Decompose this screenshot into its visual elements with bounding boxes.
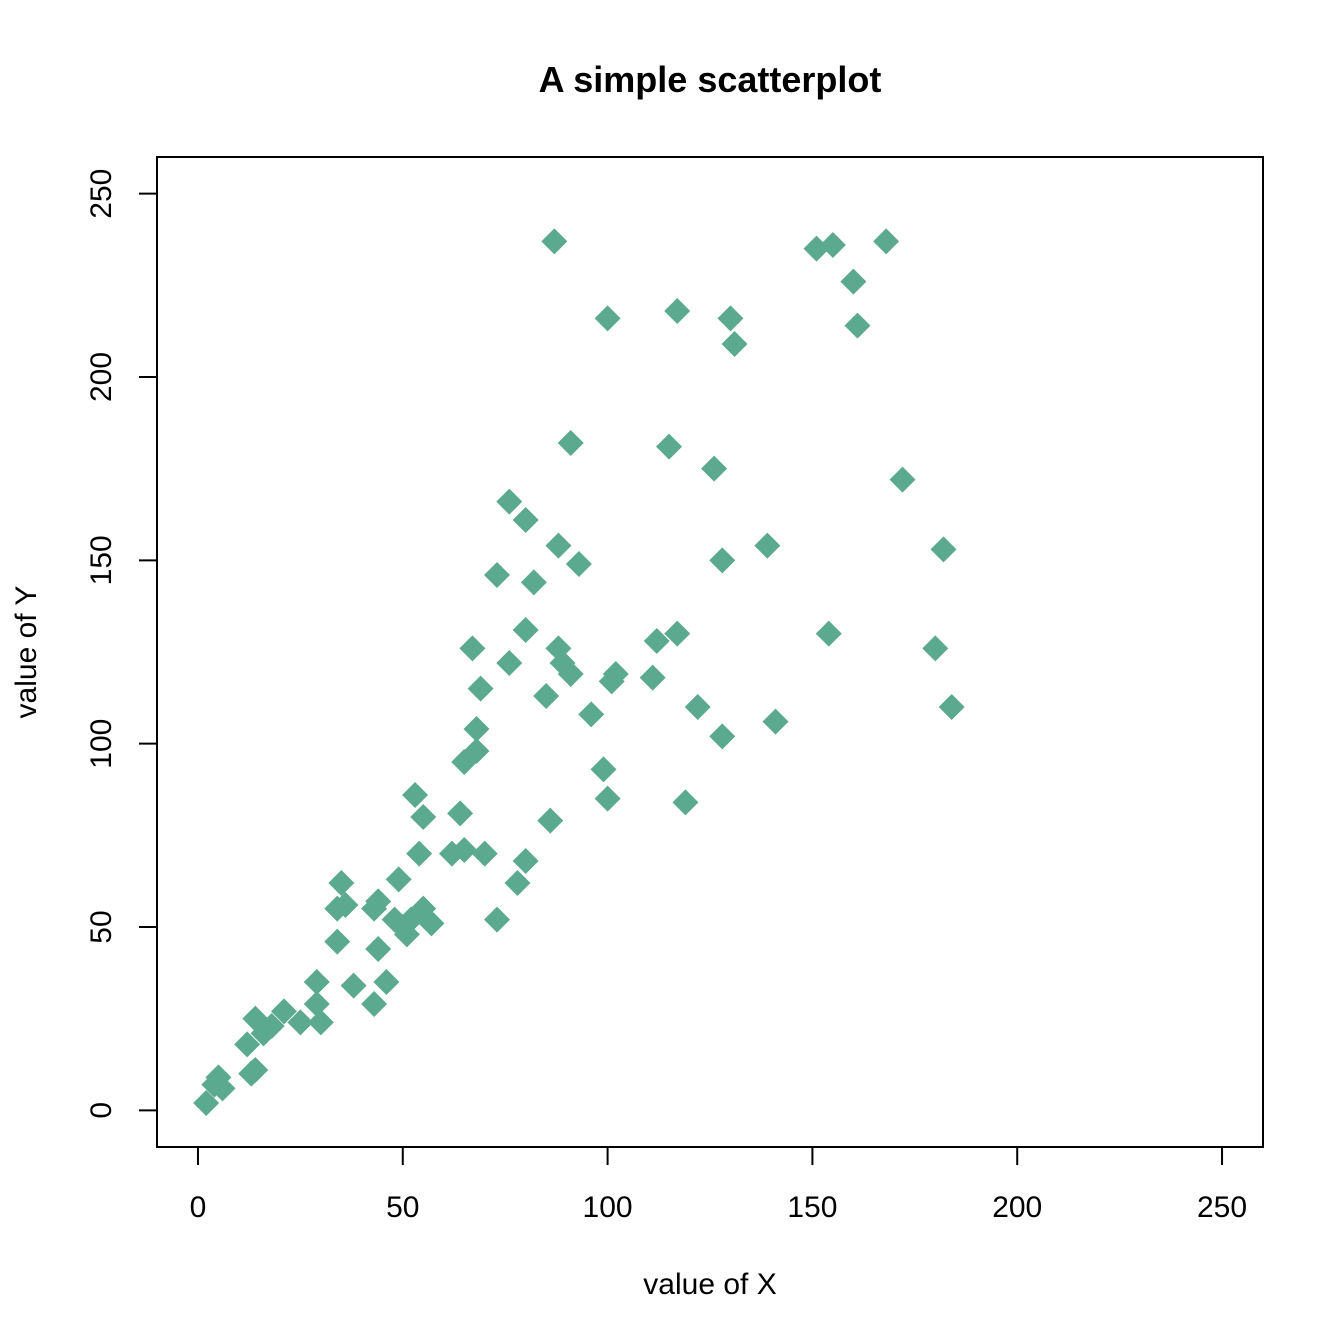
data-point xyxy=(930,536,957,563)
data-point xyxy=(406,840,433,867)
x-tick-label: 0 xyxy=(190,1191,207,1224)
data-point xyxy=(840,268,867,295)
y-axis-label: value of Y xyxy=(10,586,43,719)
x-tick-label: 250 xyxy=(1197,1191,1247,1224)
data-point xyxy=(287,1009,314,1036)
data-point xyxy=(701,455,728,482)
data-point xyxy=(451,837,478,863)
data-point xyxy=(324,928,351,955)
data-point xyxy=(578,701,605,728)
chart-title: A simple scatterplot xyxy=(539,59,882,100)
data-point xyxy=(557,661,584,687)
data-point xyxy=(656,433,683,460)
data-point xyxy=(483,906,510,933)
data-point xyxy=(234,1031,261,1058)
data-point xyxy=(504,870,531,896)
data-point xyxy=(242,1057,269,1083)
data-point xyxy=(541,228,568,255)
data-point xyxy=(819,232,846,258)
x-axis-label: value of X xyxy=(643,1268,776,1301)
data-point xyxy=(463,716,490,742)
data-point xyxy=(922,635,949,662)
data-point xyxy=(594,785,621,812)
data-point xyxy=(303,969,330,995)
data-point xyxy=(938,694,965,720)
data-point xyxy=(709,723,736,750)
data-point xyxy=(565,551,592,577)
data-point xyxy=(483,562,510,588)
data-point xyxy=(496,650,523,676)
data-point xyxy=(365,936,392,962)
x-axis: 0 50 100 150 200 250 xyxy=(190,1146,1247,1224)
x-tick-label: 50 xyxy=(386,1191,419,1224)
data-point xyxy=(418,910,445,937)
y-tick-label: 100 xyxy=(85,719,118,769)
data-point xyxy=(844,312,871,339)
data-point xyxy=(594,305,621,332)
data-point xyxy=(643,628,670,654)
data-point xyxy=(307,1009,334,1036)
data-point xyxy=(639,664,666,691)
data-point xyxy=(602,661,629,687)
data-point xyxy=(385,866,412,893)
y-tick-label: 250 xyxy=(85,169,118,219)
data-point xyxy=(340,972,367,999)
data-point xyxy=(361,991,388,1017)
data-point xyxy=(721,331,748,357)
data-point xyxy=(512,617,539,643)
data-point xyxy=(873,228,900,255)
data-point xyxy=(270,998,297,1025)
y-tick-label: 0 xyxy=(85,1102,118,1119)
data-point xyxy=(402,782,429,808)
data-point xyxy=(328,870,355,896)
data-point xyxy=(537,807,564,834)
data-point xyxy=(447,800,474,827)
data-point xyxy=(496,488,523,515)
data-point xyxy=(410,804,437,830)
data-point xyxy=(684,694,711,720)
data-point xyxy=(520,569,547,596)
y-tick-label: 150 xyxy=(85,535,118,585)
y-tick-label: 200 xyxy=(85,352,118,402)
data-point xyxy=(365,888,392,915)
data-point xyxy=(754,532,781,559)
y-axis: 0 50 100 150 200 250 xyxy=(85,169,158,1119)
data-point xyxy=(303,991,330,1017)
data-point xyxy=(717,305,744,332)
data-point xyxy=(471,840,498,867)
data-point xyxy=(664,620,691,647)
data-point xyxy=(672,789,699,816)
data-points xyxy=(193,228,965,1116)
x-tick-label: 150 xyxy=(787,1191,837,1224)
x-tick-label: 200 xyxy=(992,1191,1042,1224)
data-point xyxy=(533,683,560,709)
data-point xyxy=(889,466,916,493)
data-point xyxy=(459,635,486,662)
data-point xyxy=(557,430,584,456)
x-tick-label: 100 xyxy=(583,1191,633,1224)
data-point xyxy=(815,620,842,647)
data-point xyxy=(463,738,490,764)
data-point xyxy=(467,675,494,702)
data-point xyxy=(590,756,617,783)
data-point xyxy=(762,708,789,735)
data-point xyxy=(664,298,691,324)
data-point xyxy=(512,848,539,874)
data-point xyxy=(709,547,736,574)
data-point xyxy=(258,1013,285,1039)
data-point xyxy=(373,969,400,995)
data-point xyxy=(209,1075,236,1102)
data-point xyxy=(332,892,359,918)
y-tick-label: 50 xyxy=(85,910,118,943)
data-point xyxy=(512,507,539,533)
data-point xyxy=(193,1090,220,1116)
data-point xyxy=(545,532,572,559)
